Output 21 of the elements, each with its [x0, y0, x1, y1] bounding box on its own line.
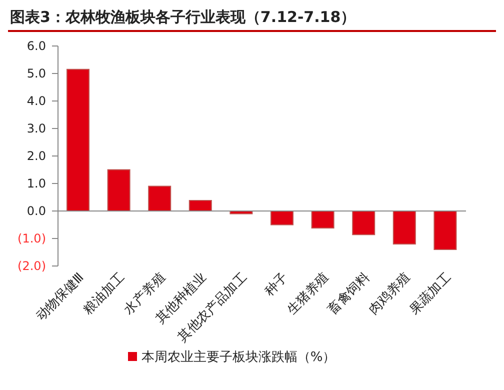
y-tick-label: 1.0 [26, 176, 46, 190]
y-tick-label: 3.0 [26, 122, 46, 136]
legend-label: 本周农业主要子板块涨跌幅（%） [141, 350, 336, 365]
bar [148, 186, 172, 212]
y-tick-label: 6.0 [26, 39, 46, 53]
bar [188, 200, 212, 212]
bar [352, 210, 376, 236]
y-tick-label: (1.0) [18, 232, 46, 246]
x-tick-label: 种子 [262, 270, 292, 300]
bar [270, 210, 294, 226]
y-tick-label: 4.0 [26, 94, 46, 108]
bar [311, 210, 334, 229]
bar [66, 68, 90, 212]
y-tick-label: 5.0 [26, 66, 46, 80]
bar [107, 169, 130, 212]
bar [392, 210, 416, 244]
y-tick-label: 0.0 [26, 204, 46, 218]
chart-title: 图表3：农林牧渔板块各子行业表现（7.12-7.18） [8, 8, 496, 32]
y-tick-label: 2.0 [26, 149, 46, 163]
bar [434, 210, 457, 250]
y-tick-label: (2.0) [18, 259, 46, 273]
